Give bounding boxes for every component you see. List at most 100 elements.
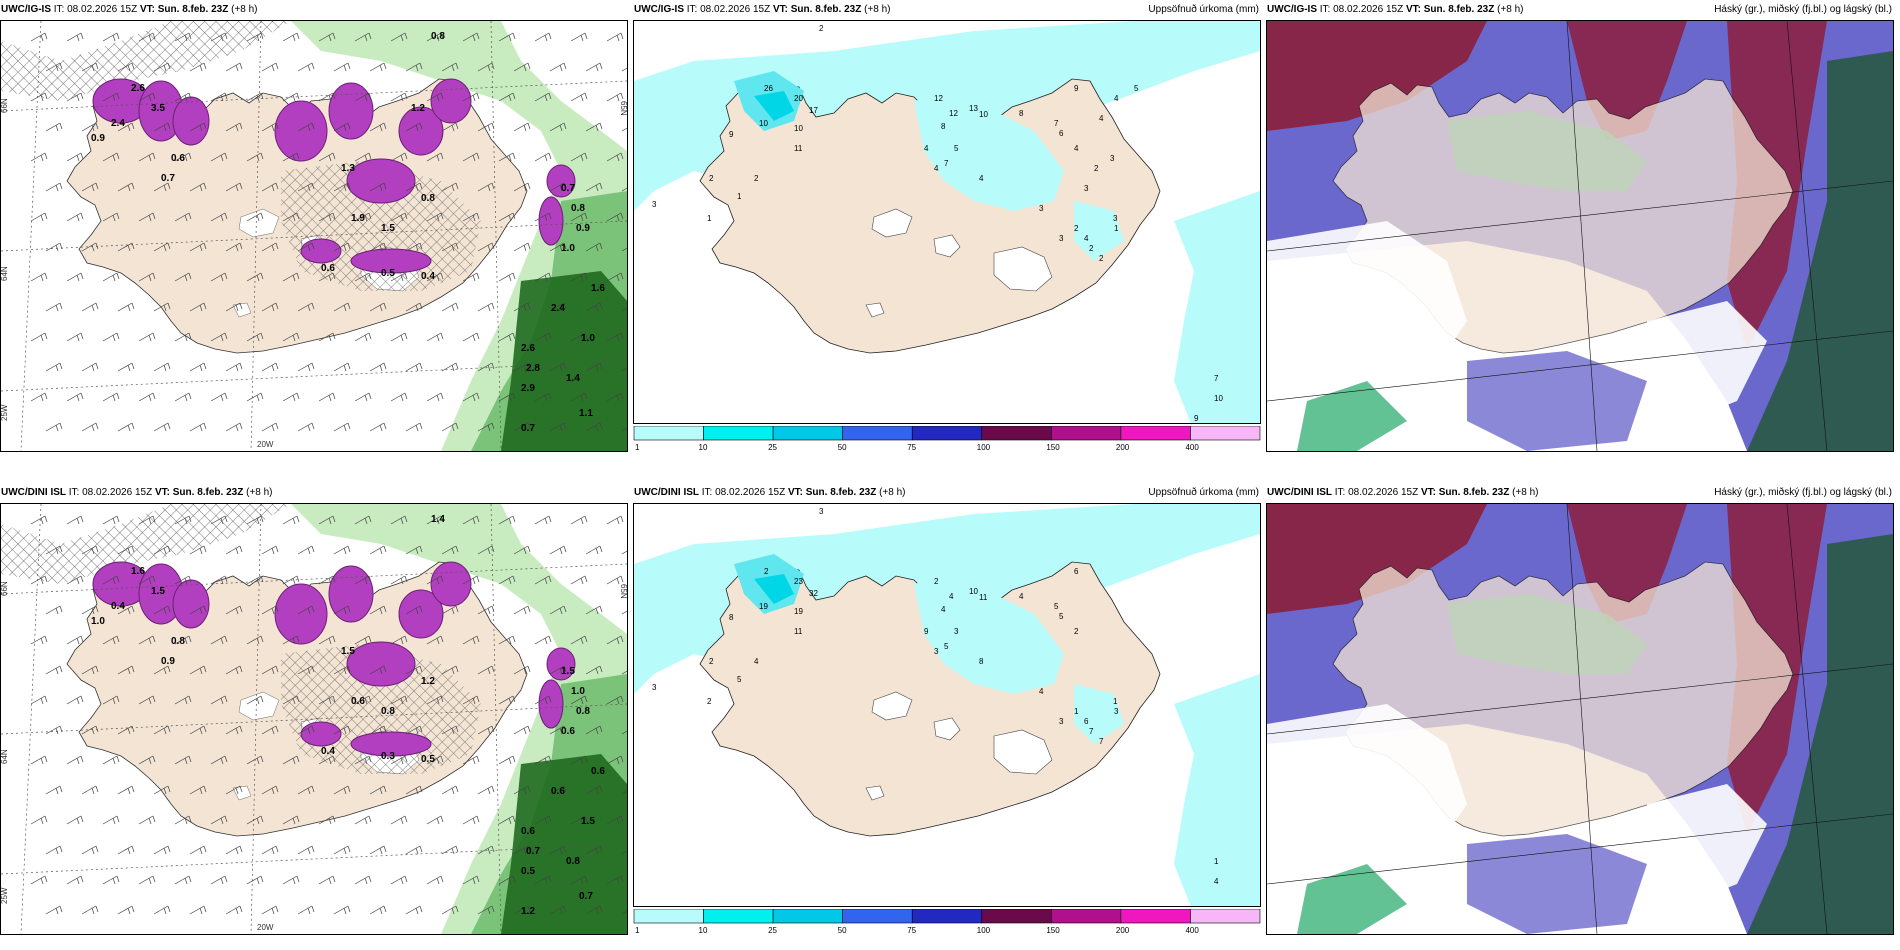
- value-label: 3.5: [151, 103, 165, 114]
- wind-barb: [462, 212, 480, 222]
- wind-barb: [549, 545, 567, 555]
- precip-blob: [300, 238, 342, 264]
- wind-barb: [225, 845, 243, 855]
- wind-barb: [81, 665, 99, 675]
- wind-barb: [189, 845, 207, 855]
- wind-barb: [606, 32, 624, 42]
- precip-blob: [430, 78, 472, 124]
- glacier: [933, 717, 961, 741]
- wind-barb: [549, 605, 567, 615]
- colorbar-swatch: [633, 426, 704, 441]
- wind-barb: [225, 605, 243, 615]
- wind-barb: [570, 575, 588, 585]
- wind-barb: [498, 755, 516, 765]
- wind-barb: [462, 755, 480, 765]
- wind-barb: [369, 605, 387, 615]
- wind-barb: [513, 362, 531, 372]
- glacier: [993, 729, 1053, 775]
- wind-barb: [297, 362, 315, 372]
- wind-barb: [102, 695, 120, 705]
- wind-barb: [405, 725, 423, 735]
- wind-barb: [282, 212, 300, 222]
- wind-barb: [354, 575, 372, 585]
- grid-label: 25W: [1, 404, 9, 421]
- precip-value: 10: [759, 119, 768, 128]
- model-name: UWC/IG-IS: [1267, 4, 1317, 15]
- wind-barb: [45, 362, 63, 372]
- value-label: 1.5: [151, 586, 165, 597]
- wind-barb: [405, 242, 423, 252]
- wind-barb: [534, 392, 552, 402]
- wind-barb: [117, 122, 135, 132]
- wind-barb: [66, 575, 84, 585]
- precip-value: 5: [954, 144, 959, 153]
- high-cloud: [1297, 864, 1407, 934]
- precip-value: 2: [819, 24, 824, 33]
- wind-barb: [606, 755, 624, 765]
- wind-barb: [102, 815, 120, 825]
- grid-line: [1267, 813, 1893, 885]
- wind-barb: [45, 905, 63, 915]
- vt-label: VT:: [1405, 4, 1421, 15]
- value-label: 0.8: [571, 203, 585, 214]
- wind-barb: [405, 362, 423, 372]
- wind-barb: [369, 725, 387, 735]
- wind-barb: [369, 302, 387, 312]
- wind-barb: [513, 665, 531, 675]
- wind-barb: [282, 152, 300, 162]
- value-label: 0.7: [161, 173, 175, 184]
- wind-barb: [513, 785, 531, 795]
- wind-barb: [369, 362, 387, 372]
- map-frame: 66N 65N 64N 25W 20W 0.8 2.6 3.5 2.4 0.9 0.6 0.7 1.3 1…: [0, 20, 628, 452]
- precip-blob: [274, 100, 328, 162]
- wind-barb: [174, 332, 192, 342]
- precip-colorbar: 1 10 25 50 75 100 150 200 400: [633, 909, 1261, 935]
- wind-barb: [81, 605, 99, 615]
- panel-header: UWC/DINI ISL IT: 08.02.2026 15Z VT: Sun.…: [633, 483, 1261, 503]
- wind-barb: [189, 785, 207, 795]
- precip-value: 2: [1099, 254, 1104, 263]
- wind-barb: [297, 242, 315, 252]
- colorbar-swatch: [1051, 909, 1122, 924]
- wind-barb: [153, 422, 171, 432]
- wind-barb: [66, 695, 84, 705]
- colorbar-swatch: [911, 426, 983, 441]
- wind-barb: [102, 575, 120, 585]
- wind-barb: [570, 152, 588, 162]
- colorbar-tick: 10: [699, 926, 708, 935]
- precip-value: 9: [924, 627, 929, 636]
- vt-label: VT:: [139, 4, 155, 15]
- wind-barb: [174, 392, 192, 402]
- value-label: 0.6: [551, 786, 565, 797]
- wind-barb: [174, 635, 192, 645]
- wind-barb: [261, 785, 279, 795]
- colorbar-swatch: [1190, 909, 1261, 924]
- it-label: IT:: [701, 487, 713, 498]
- wind-barb: [477, 362, 495, 372]
- wind-barb: [621, 610, 627, 615]
- forecast-offset: (+8 h): [1512, 487, 1539, 498]
- precip-blob: [350, 731, 432, 757]
- value-label: 0.3: [381, 751, 395, 762]
- wind-barb: [606, 695, 624, 705]
- map-title: Háský (gr.), miðský (fj.bl.) og lágský (…: [1714, 487, 1892, 498]
- wind-barb: [261, 605, 279, 615]
- wind-barb: [30, 332, 48, 342]
- wind-barb: [549, 182, 567, 192]
- wind-barb: [585, 665, 603, 675]
- wind-barb: [606, 515, 624, 525]
- precip-value: 20: [794, 94, 803, 103]
- wind-barb: [30, 875, 48, 885]
- wind-barb: [534, 515, 552, 525]
- wind-barb: [369, 62, 387, 72]
- colorbar-swatch: [911, 909, 983, 924]
- wind-barb: [621, 187, 627, 192]
- wind-barb: [606, 875, 624, 885]
- wind-barb: [390, 272, 408, 282]
- wind-barb: [174, 575, 192, 585]
- map-canvas: 3223321919118223542441011933584655243167…: [634, 504, 1260, 906]
- vt-label: VT:: [787, 487, 803, 498]
- wind-barb: [405, 62, 423, 72]
- issue-time: 08.02.2026 15Z: [1333, 4, 1404, 15]
- wind-barb: [390, 755, 408, 765]
